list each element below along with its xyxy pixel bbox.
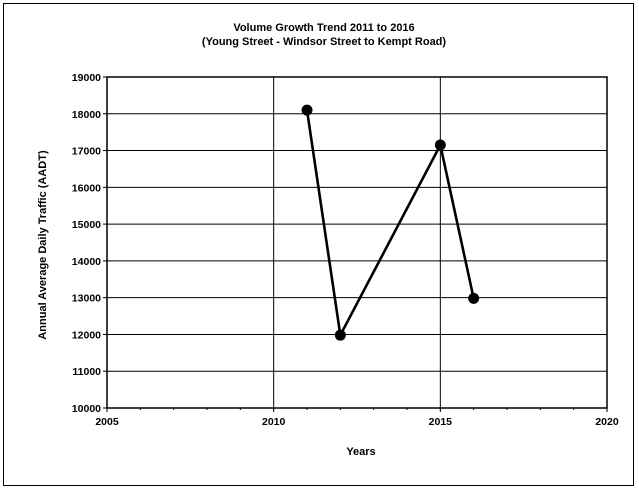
gridlines [103,76,608,412]
data-point-1 [334,329,346,341]
data-point-3 [468,292,480,304]
y-tick-label: 15000 [72,219,101,231]
plot-area [106,76,608,409]
x-axis-label: Years [346,446,375,458]
series-line-0 [305,109,475,340]
y-axis-label: Annual Average Daily Traffic (AADT) [37,150,49,340]
x-tick-label: 2010 [262,416,286,428]
y-tick-label: 13000 [72,293,101,305]
tick-labels: 10000 11000 12000 13000 14000 15000 16000 17000… [72,72,619,428]
chart-frame: Volume Growth Trend 2011 to 2016 (Young … [3,3,634,486]
data-point-2 [434,139,446,151]
data-point-0 [301,104,313,116]
y-tick-label: 11000 [72,366,101,378]
chart-title: Volume Growth Trend 2011 to 2016 [233,22,414,34]
x-tick-label: 2015 [429,416,453,428]
x-tick-label: 2020 [595,416,619,428]
y-tick-label: 18000 [72,109,101,121]
y-tick-label: 10000 [72,403,101,415]
chart-subtitle: (Young Street - Windsor Street to Kempt … [202,36,446,48]
y-tick-label: 14000 [72,256,101,268]
y-tick-label: 17000 [72,146,101,158]
y-tick-label: 19000 [72,72,101,84]
x-tick-label: 2005 [95,416,119,428]
series-layer [301,104,480,341]
y-tick-label: 12000 [72,329,101,341]
y-tick-label: 16000 [72,182,101,194]
chart-canvas: Volume Growth Trend 2011 to 2016 (Young … [37,22,619,458]
